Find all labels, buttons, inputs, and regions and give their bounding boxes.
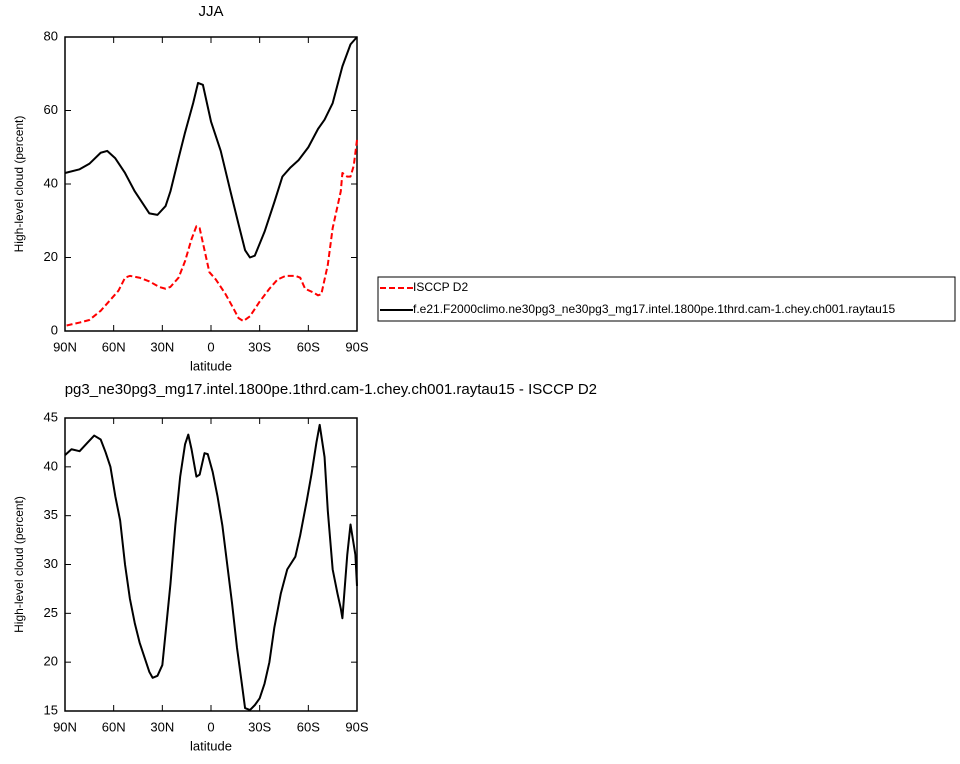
y-tick-label: 30 [44,556,58,571]
y-tick-label: 45 [44,409,58,424]
x-tick-label: 90S [345,719,368,734]
legend-box [377,276,956,322]
x-tick-label: 90N [53,719,77,734]
y-tick-label: 20 [44,654,58,669]
x-tick-label: 60S [297,339,320,354]
y-tick-label: 25 [44,605,58,620]
y-tick-label: 35 [44,507,58,522]
y-tick-label: 60 [44,102,58,117]
y-tick-label: 0 [51,322,58,337]
y-tick-label: 80 [44,28,58,43]
x-tick-label: 60S [297,719,320,734]
data-line [64,423,358,712]
y-tick-label: 40 [44,175,58,190]
data-line [64,36,358,259]
y-tick-label: 40 [44,458,58,473]
legend-label: f.e21.F2000climo.ne30pg3_ne30pg3_mg17.in… [413,302,895,316]
y-tick-label: 15 [44,702,58,717]
x-axis-label: latitude [190,358,232,373]
x-tick-label: 60N [102,719,126,734]
data-line [66,139,358,327]
y-tick-label: 20 [44,249,58,264]
x-tick-label: 90N [53,339,77,354]
chart-title: pg3_ne30pg3_mg17.intel.1800pe.1thrd.cam-… [65,381,597,398]
y-axis-label: High-level cloud (percent) [12,116,26,253]
x-tick-label: 60N [102,339,126,354]
x-tick-label: 30N [150,339,174,354]
x-tick-label: 0 [207,339,214,354]
legend-label: ISCCP D2 [413,280,468,294]
x-tick-label: 30S [248,339,271,354]
y-axis-label: High-level cloud (percent) [12,496,26,633]
chart-title: JJA [198,3,223,20]
x-axis-label: latitude [190,738,232,753]
x-tick-label: 90S [345,339,368,354]
x-tick-label: 0 [207,719,214,734]
plot-frame [64,36,358,332]
x-tick-label: 30S [248,719,271,734]
x-tick-label: 30N [150,719,174,734]
